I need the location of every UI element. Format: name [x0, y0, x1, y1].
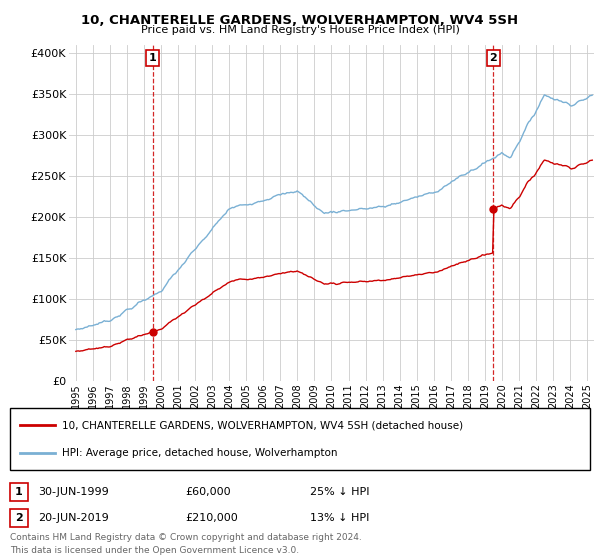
- Text: Contains HM Land Registry data © Crown copyright and database right 2024.
This d: Contains HM Land Registry data © Crown c…: [10, 533, 362, 555]
- Text: 25% ↓ HPI: 25% ↓ HPI: [310, 487, 370, 497]
- Text: 10, CHANTERELLE GARDENS, WOLVERHAMPTON, WV4 5SH: 10, CHANTERELLE GARDENS, WOLVERHAMPTON, …: [82, 14, 518, 27]
- Text: £60,000: £60,000: [185, 487, 230, 497]
- Text: 2: 2: [15, 513, 23, 523]
- Text: 1: 1: [15, 487, 23, 497]
- Text: HPI: Average price, detached house, Wolverhampton: HPI: Average price, detached house, Wolv…: [62, 448, 337, 458]
- FancyBboxPatch shape: [10, 408, 590, 470]
- Text: 20-JUN-2019: 20-JUN-2019: [38, 513, 109, 523]
- Text: 2: 2: [490, 53, 497, 63]
- FancyBboxPatch shape: [10, 483, 28, 501]
- Text: £210,000: £210,000: [185, 513, 238, 523]
- Text: 10, CHANTERELLE GARDENS, WOLVERHAMPTON, WV4 5SH (detached house): 10, CHANTERELLE GARDENS, WOLVERHAMPTON, …: [62, 420, 463, 430]
- Text: 1: 1: [149, 53, 157, 63]
- Text: 13% ↓ HPI: 13% ↓ HPI: [310, 513, 370, 523]
- Text: 30-JUN-1999: 30-JUN-1999: [38, 487, 109, 497]
- FancyBboxPatch shape: [10, 509, 28, 527]
- Text: Price paid vs. HM Land Registry's House Price Index (HPI): Price paid vs. HM Land Registry's House …: [140, 25, 460, 35]
